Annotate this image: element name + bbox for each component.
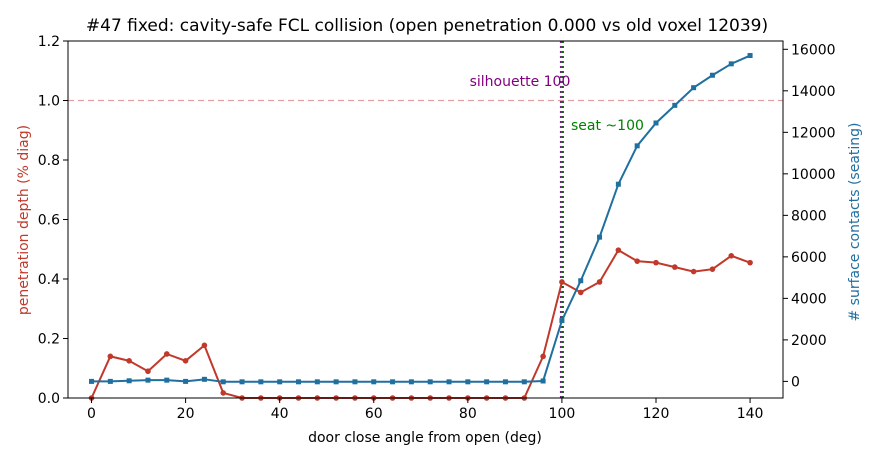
series-right-point	[709, 72, 715, 78]
series-left-point	[672, 264, 678, 270]
x-tick-label: 80	[459, 406, 477, 422]
y-right-tick-label: 10000	[791, 167, 836, 183]
series-right-point	[728, 61, 734, 67]
series-right-point	[390, 379, 396, 385]
y-left-tick-label: 0.0	[38, 391, 60, 407]
series-left-point	[747, 259, 753, 266]
series-right-point	[107, 378, 113, 384]
x-tick-label: 140	[737, 406, 764, 422]
series-left-point	[145, 368, 151, 375]
y-right-tick-label: 2000	[791, 333, 827, 349]
series-right-line	[91, 54, 751, 383]
series-left-point	[220, 390, 227, 396]
y-right-tick-label: 4000	[791, 291, 827, 307]
y-right-tick-label: 16000	[791, 42, 836, 58]
series-left-point	[107, 353, 114, 360]
series-left-point	[690, 268, 697, 275]
y-right-axis-title: # surface contacts (seating)	[847, 122, 863, 321]
series-right-point	[747, 53, 753, 59]
y-right-tick-label: 6000	[791, 250, 827, 266]
series-right-point	[653, 120, 659, 126]
series-right-point	[691, 85, 697, 91]
series-left-point	[577, 289, 584, 296]
series-left-point	[182, 358, 189, 364]
y-right-tick-label: 8000	[791, 208, 827, 224]
series-right-point	[465, 379, 471, 385]
y-right-tick-label: 14000	[791, 84, 836, 100]
y-left-tick-label: 1.0	[38, 94, 60, 110]
y-right-tick-label: 12000	[791, 125, 836, 141]
series-right-point	[89, 378, 95, 384]
x-axis-title: door close angle from open (deg)	[308, 430, 542, 446]
series-right-point	[126, 378, 132, 384]
y-left-axis-title: penetration depth (% diag)	[16, 125, 32, 315]
x-tick-label: 20	[177, 406, 195, 422]
x-tick-label: 60	[365, 406, 383, 422]
series-right-point	[314, 379, 320, 385]
series-right-point	[446, 379, 452, 385]
series-left-point	[540, 353, 546, 360]
series-left-point	[596, 279, 603, 285]
series-left-line	[90, 248, 751, 399]
series-left-point	[709, 266, 716, 272]
series-right-point	[578, 278, 584, 284]
series-right-point	[295, 379, 301, 385]
series-right-point	[408, 379, 414, 385]
x-tick-label: 0	[87, 406, 96, 422]
series-left-point	[728, 252, 735, 259]
series-right-point	[502, 379, 508, 385]
series-right-point	[201, 376, 207, 382]
y-left-tick-label: 0.4	[38, 272, 60, 288]
y-left-tick-label: 0.8	[38, 153, 60, 169]
series-left-point	[163, 351, 170, 357]
series-right-point	[634, 143, 640, 149]
series-right-point	[258, 379, 264, 385]
series-left-point	[615, 247, 622, 253]
chart-title: #47 fixed: cavity-safe FCL collision (op…	[86, 16, 768, 36]
series-right-point	[540, 378, 546, 384]
series-right-point	[521, 379, 527, 385]
series-left-point	[126, 358, 132, 364]
seat-annotation: seat ~100	[571, 118, 644, 134]
x-tick-label: 120	[643, 406, 670, 422]
series-right-point	[239, 379, 245, 385]
series-right-point	[672, 102, 678, 108]
series-right-point	[164, 377, 170, 383]
y-left-tick-label: 1.2	[38, 34, 60, 50]
x-tick-label: 100	[549, 406, 576, 422]
series-right-point	[333, 379, 339, 385]
plot-frame	[67, 40, 784, 399]
series-right-point	[427, 379, 433, 385]
x-tick-label: 40	[271, 406, 289, 422]
series-left-point	[559, 279, 565, 285]
series-right-point	[220, 379, 226, 385]
series-left-point	[634, 258, 640, 264]
axes-layer: 0 20 40 60 80 100 120 140 0.0 0.2 0.4 0.6 0.8 1.0 1.2 0…	[38, 34, 836, 422]
series-right-point	[183, 378, 189, 384]
y-right-tick-label: 0	[791, 374, 800, 390]
plot-layer	[68, 41, 783, 401]
y-left-tick-label: 0.6	[38, 213, 60, 229]
series-right-point	[352, 379, 358, 385]
series-right-point	[597, 234, 603, 240]
y-left-tick-label: 0.2	[38, 332, 60, 348]
silhouette-annotation: silhouette 100	[470, 74, 571, 90]
series-right-point	[559, 318, 565, 324]
series-left-point	[201, 342, 208, 349]
series-right-point	[615, 181, 621, 187]
series-right-point	[277, 379, 283, 385]
series-right-point	[484, 379, 490, 385]
series-right-point	[371, 379, 377, 385]
series-left-point	[653, 259, 659, 266]
series-right-point	[145, 377, 151, 383]
